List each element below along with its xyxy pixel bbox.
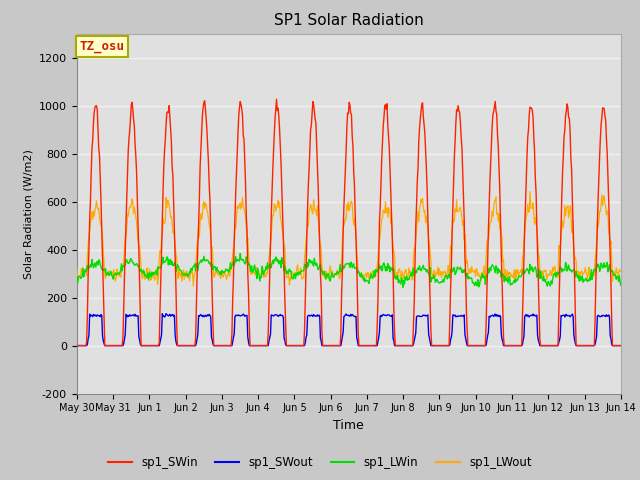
Line: sp1_LWout: sp1_LWout: [77, 192, 621, 286]
sp1_LWout: [73, 266, 81, 272]
sp1_LWin: [83, 267, 90, 273]
sp1_SWout: [139, 343, 147, 348]
sp1_LWout: [416, 205, 424, 211]
X-axis label: Time: Time: [333, 419, 364, 432]
Title: SP1 Solar Radiation: SP1 Solar Radiation: [274, 13, 424, 28]
sp1_SWin: [617, 343, 625, 348]
sp1_SWin: [73, 343, 81, 348]
sp1_LWin: [399, 285, 407, 290]
sp1_LWin: [617, 283, 625, 288]
sp1_SWout: [73, 343, 81, 348]
sp1_LWout: [139, 276, 147, 282]
sp1_LWin: [194, 268, 202, 274]
sp1_LWin: [73, 275, 81, 280]
sp1_LWout: [617, 268, 625, 274]
Line: sp1_LWin: sp1_LWin: [77, 253, 621, 288]
Line: sp1_SWin: sp1_SWin: [77, 99, 621, 346]
sp1_LWin: [433, 277, 440, 283]
Y-axis label: Solar Radiation (W/m2): Solar Radiation (W/m2): [24, 149, 33, 278]
sp1_SWout: [617, 343, 625, 348]
sp1_LWin: [139, 271, 147, 276]
sp1_LWout: [195, 226, 202, 232]
sp1_LWout: [223, 272, 231, 278]
sp1_SWout: [223, 343, 231, 348]
sp1_LWout: [189, 283, 197, 289]
sp1_SWout: [431, 343, 439, 348]
Line: sp1_SWout: sp1_SWout: [77, 313, 621, 346]
sp1_SWin: [223, 343, 230, 348]
sp1_LWin: [236, 251, 244, 256]
sp1_SWout: [195, 313, 202, 319]
sp1_SWin: [416, 125, 424, 131]
sp1_SWin: [194, 241, 202, 247]
sp1_SWout: [162, 311, 170, 316]
sp1_SWin: [273, 96, 280, 102]
sp1_SWin: [431, 343, 439, 348]
sp1_LWout: [526, 189, 534, 194]
sp1_SWout: [83, 343, 90, 348]
sp1_SWout: [416, 313, 424, 319]
sp1_LWout: [431, 274, 439, 280]
sp1_SWin: [139, 343, 147, 348]
Legend: sp1_SWin, sp1_SWout, sp1_LWin, sp1_LWout: sp1_SWin, sp1_SWout, sp1_LWin, sp1_LWout: [103, 452, 537, 474]
sp1_LWin: [223, 267, 230, 273]
sp1_LWout: [83, 273, 90, 278]
Text: TZ_osu: TZ_osu: [79, 40, 125, 53]
sp1_LWin: [417, 266, 424, 272]
sp1_SWin: [83, 339, 90, 345]
